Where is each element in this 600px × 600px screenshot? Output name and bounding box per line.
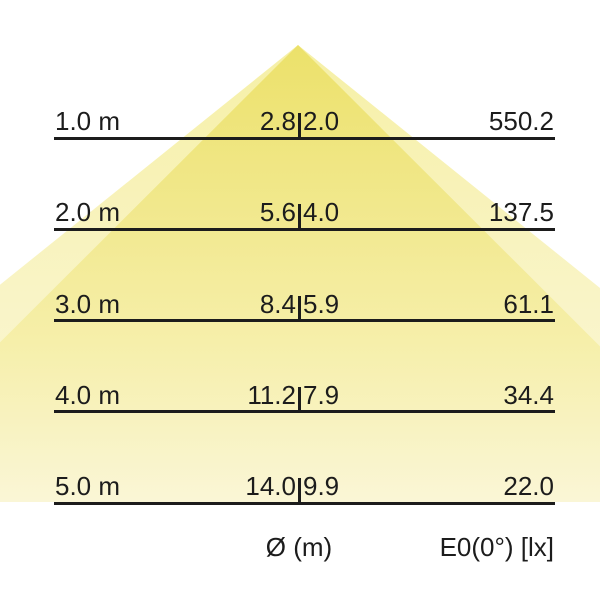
diameter-value-left: 5.6: [259, 197, 296, 228]
diameter-separator: [297, 386, 301, 413]
illuminance-value: 550.2: [488, 106, 554, 136]
distance-line: [54, 410, 555, 414]
distance-label: 5.0 m: [55, 471, 121, 501]
diameter-separator: [297, 295, 301, 322]
distance-label: 4.0 m: [55, 379, 121, 410]
diameter-value-left: 14.0: [245, 471, 296, 501]
diameter-separator: [297, 204, 301, 231]
diameter-value-left: 8.4: [259, 288, 296, 319]
diameter-separator: [297, 113, 301, 139]
illuminance-value: 34.4: [503, 379, 554, 410]
diameter-value-right: 2.0: [303, 106, 340, 136]
diameter-value-right: 9.9: [303, 471, 340, 501]
distance-label: 1.0 m: [55, 106, 121, 136]
diameter-axis-label: Ø (m): [265, 532, 333, 562]
illuminance-value: 22.0: [503, 471, 554, 501]
illuminance-axis-label: E0(0°) [lx]: [439, 532, 554, 562]
distance-label: 3.0 m: [55, 288, 121, 319]
distance-line: [54, 227, 555, 231]
diameter-value-right: 4.0: [303, 197, 340, 228]
diameter-value-right: 5.9: [303, 288, 340, 319]
diameter-value-right: 7.9: [303, 379, 340, 410]
diameter-value-left: 2.8: [259, 106, 296, 136]
distance-label: 2.0 m: [55, 197, 121, 228]
illuminance-value: 137.5: [488, 197, 554, 228]
distance-line: [54, 319, 555, 322]
distance-line: [54, 501, 555, 505]
illuminance-value: 61.1: [503, 288, 554, 319]
distance-line: [54, 136, 555, 140]
diameter-value-left: 11.2: [247, 379, 296, 410]
diameter-separator: [297, 478, 301, 504]
